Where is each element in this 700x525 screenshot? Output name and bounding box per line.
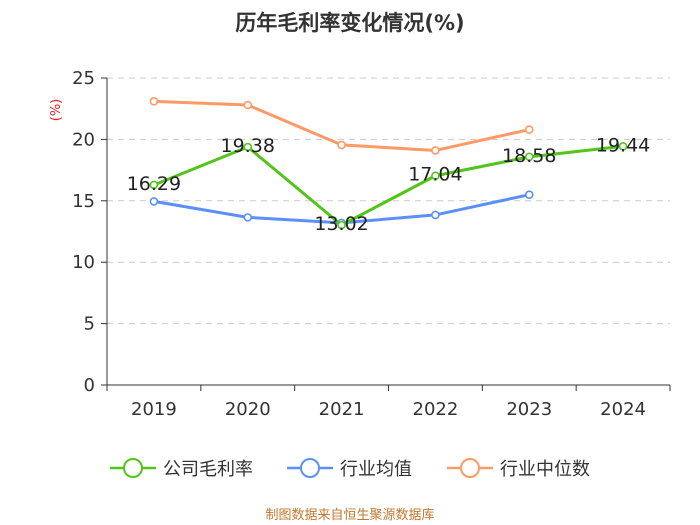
y-tick-label: 0 [84,375,95,396]
data-point [431,210,440,220]
data-label: 19.44 [596,134,650,156]
data-point [524,190,534,199]
data-point [243,142,253,152]
data-label: 17.04 [408,164,462,186]
y-tick-label: 20 [72,129,95,150]
x-tick-labels: 2019 2020 2021 2022 2023 2024 [131,399,646,420]
y-tick-label: 10 [72,252,95,273]
legend-item[interactable]: 行业中位数 [447,458,590,480]
x-tick-label: 2019 [131,399,177,420]
y-tick-label: 25 [72,68,95,89]
x-tick-label: 2023 [506,399,552,420]
data-label: 19.38 [221,135,275,157]
y-tick-labels: 0 5 10 15 20 25 [72,68,95,396]
data-label: 18.58 [502,145,556,167]
data-point [524,125,534,134]
data-labels: 16.29 19.38 13.02 17.04 18.58 19.44 [127,134,651,235]
x-tick-label: 2024 [600,399,646,420]
x-tick-label: 2021 [319,399,365,420]
chart-title: 历年毛利率变化情况(%) [235,11,464,35]
legend-item[interactable]: 行业均值 [287,458,412,480]
series-0 [149,141,628,230]
series-line [153,144,624,227]
data-label: 13.02 [314,213,368,235]
data-label: 16.29 [127,173,181,195]
data-point [431,146,440,155]
data-point [431,171,440,181]
legend-label: 行业均值 [340,459,412,480]
x-tick-label: 2022 [413,399,459,420]
series-lines [149,97,628,230]
data-point [243,213,253,222]
data-point [524,152,534,162]
legend-marker-icon [460,458,480,478]
legend-label: 公司毛利率 [163,459,253,480]
data-point [618,141,628,151]
y-tick-label: 15 [72,191,95,212]
legend-marker-icon [300,458,320,478]
legend-label: 行业中位数 [500,459,590,480]
y-tick-label: 5 [84,314,95,335]
legend-item[interactable]: 公司毛利率 [110,458,253,480]
x-tick-label: 2020 [225,399,271,420]
legend[interactable]: 公司毛利率 行业均值 行业中位数 [110,458,590,480]
axes [101,77,671,391]
data-point [243,100,253,110]
data-point [337,220,346,230]
series-2 [149,97,534,155]
source-note: 制图数据来自恒生聚源数据库 [265,507,434,523]
data-point [149,197,159,206]
data-point [149,97,159,106]
data-point [337,140,346,150]
y-axis-unit: (%) [49,99,64,122]
legend-marker-icon [123,458,143,478]
data-point [149,180,159,190]
gridlines [107,77,670,325]
